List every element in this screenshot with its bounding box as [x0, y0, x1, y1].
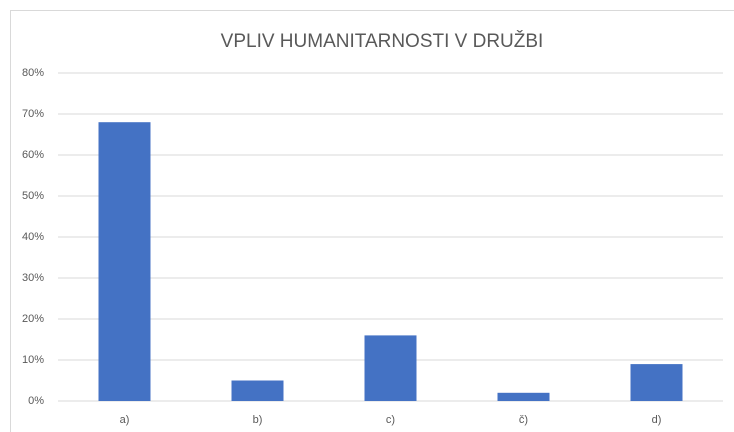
y-tick-label: 0% [28, 395, 44, 407]
y-tick-label: 60% [22, 149, 44, 161]
y-tick-label: 20% [22, 313, 44, 325]
x-tick-label: d) [652, 414, 662, 426]
bar [231, 380, 284, 401]
y-tick-label: 30% [22, 272, 44, 284]
y-tick-label: 80% [22, 67, 44, 79]
bar [364, 335, 417, 401]
y-tick-label: 40% [22, 231, 44, 243]
bar [497, 392, 550, 401]
x-tick-label: c) [386, 414, 395, 426]
x-tick-label: b) [253, 414, 263, 426]
y-tick-label: 10% [22, 354, 44, 366]
x-tick-label: a) [120, 414, 130, 426]
y-tick-label: 70% [22, 108, 44, 120]
y-tick-label: 50% [22, 190, 44, 202]
bar [630, 364, 683, 401]
x-tick-label: č) [519, 414, 528, 426]
chart-title: VPLIV HUMANITARNOSTI V DRUŽBI [221, 30, 544, 52]
bar [98, 122, 151, 401]
